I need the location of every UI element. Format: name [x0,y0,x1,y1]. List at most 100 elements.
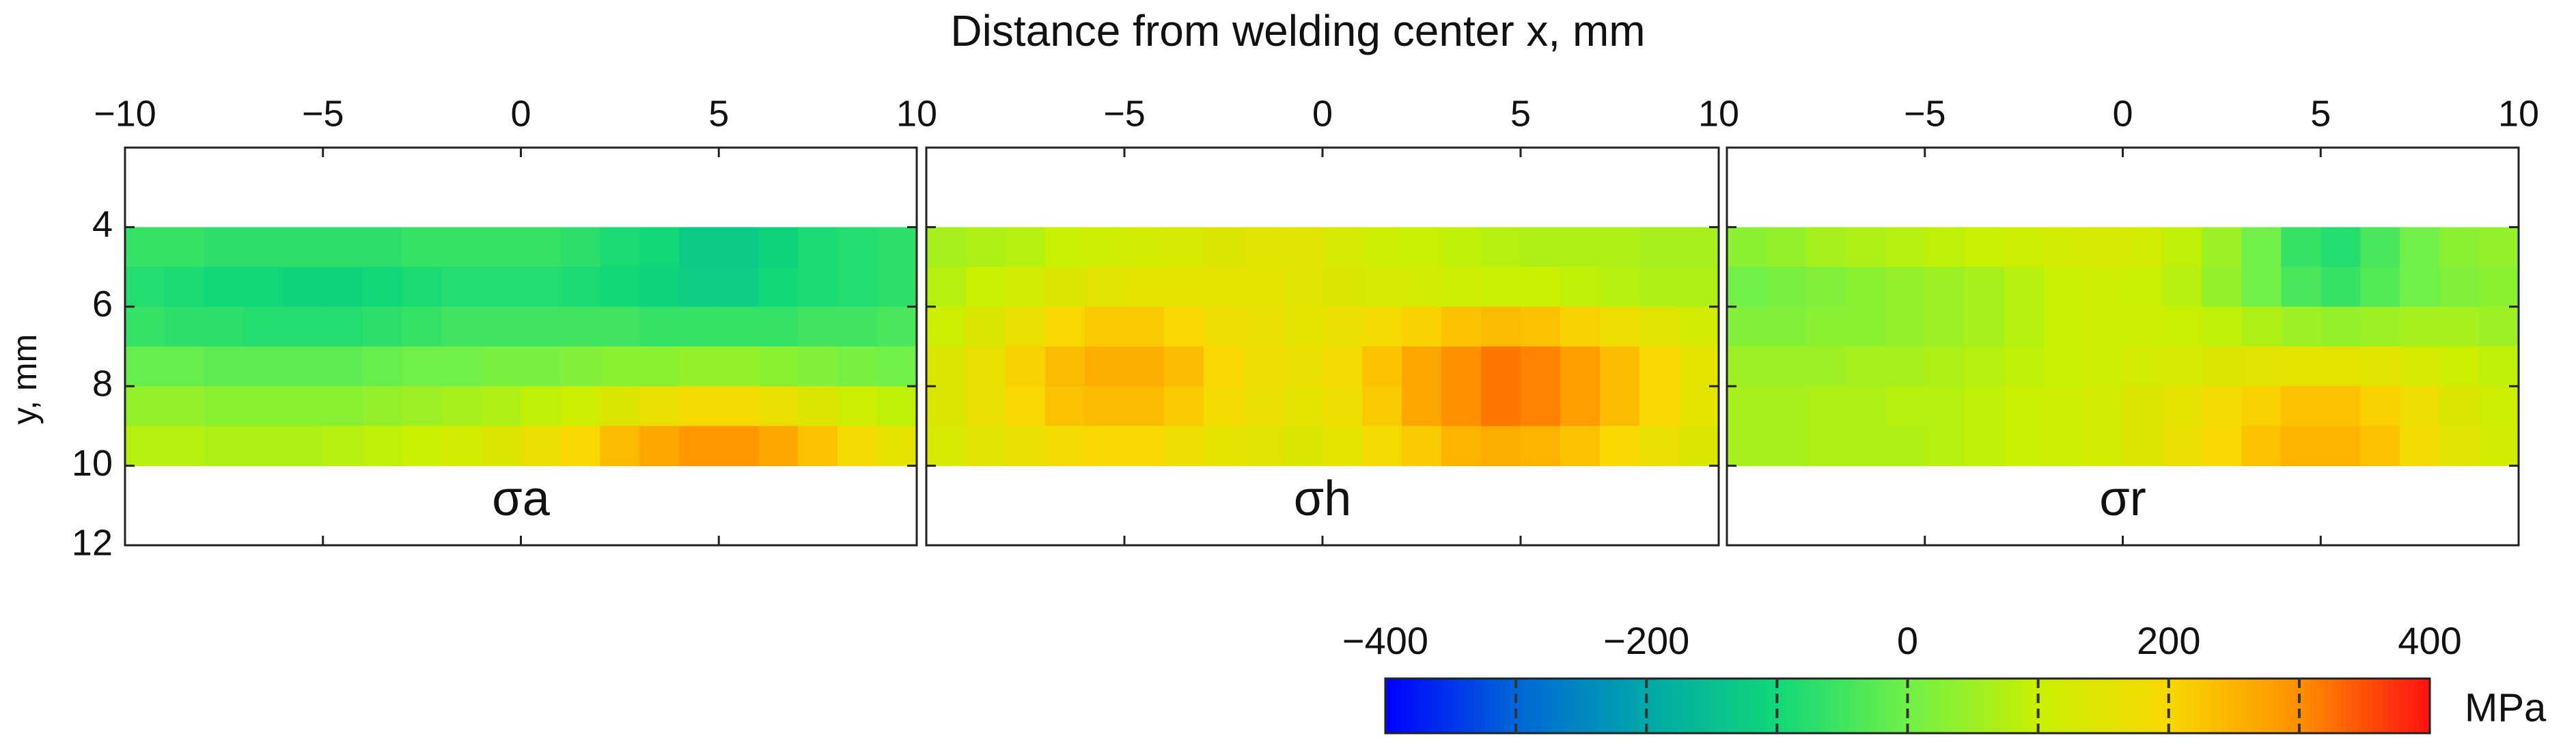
heatmap-cell [837,227,878,268]
heatmap-cell [2281,426,2321,467]
heatmap-cell [2360,227,2400,268]
heatmap-cell [1805,426,1846,467]
heatmap-cell [2004,426,2045,467]
colorbar-segment [1542,679,1548,733]
colorbar-segment [1547,679,1553,733]
heatmap-cell [1521,227,1561,268]
heatmap-cell [521,426,562,467]
heatmap-cell [2083,227,2124,268]
heatmap-cell [1679,346,1719,387]
colorbar-segment [2226,679,2232,733]
heatmap-cell [719,306,759,347]
heatmap-cell [1243,266,1284,307]
heatmap-cell [1560,426,1601,467]
colorbar-segment [2409,679,2415,733]
heatmap-cell [2479,346,2519,387]
colorbar-segment [2383,679,2389,733]
y-tick-label: 12 [72,522,113,563]
heatmap-cell [2400,227,2440,268]
heatmap-cell [283,266,324,307]
colorbar-segment [1657,679,1663,733]
colorbar-segment [1704,679,1710,733]
colorbar-segment [2116,679,2122,733]
colorbar-segment [2200,679,2206,733]
colorbar-segment [1495,679,1501,733]
heatmap-cell [2162,346,2202,387]
colorbar-segment [1385,679,1391,733]
colorbar-segment [2236,679,2243,733]
colorbar-segment [1458,679,1465,733]
heatmap-cell [2083,426,2124,467]
heatmap-cell [1322,266,1363,307]
heatmap-cell [2004,346,2045,387]
colorbar-segment [1484,679,1491,733]
colorbar-segment [2377,679,2383,733]
heatmap-cell [1805,227,1846,268]
heatmap-cell [719,346,759,387]
colorbar-segment [2403,679,2410,733]
heatmap-cell [1639,227,1680,268]
colorbar-segment [1928,679,1935,733]
heatmap-cell [1885,426,1926,467]
colorbar-segment [1453,679,1459,733]
panel-label: σr [2099,471,2146,526]
colorbar-segment [1390,679,1397,733]
heatmap-cell [1322,426,1363,467]
heatmap-cell [1679,227,1719,268]
colorbar-segment [2273,679,2280,733]
heatmap-cell [402,386,443,426]
colorbar-segment [1803,679,1810,733]
heatmap-cell [639,426,680,467]
colorbar-segment [2095,679,2102,733]
heatmap-cell [2122,386,2163,426]
colorbar-segment [1797,679,1804,733]
heatmap-cell [1243,426,1284,467]
heatmap-cell [2122,266,2163,307]
heatmap-cell [283,386,324,426]
colorbar-segment [2294,679,2300,733]
heatmap-cell [521,266,562,307]
heatmap-cell [926,346,967,387]
heatmap-cell [1727,426,1767,467]
heatmap-cell [2122,346,2163,387]
heatmap-cell [164,386,205,426]
colorbar-segment [2310,679,2316,733]
colorbar-segment [1599,679,1605,733]
x-tick-label: 5 [2310,93,2331,134]
heatmap-cell [2162,426,2202,467]
heatmap-cell [2479,426,2519,467]
heatmap-cell [1362,346,1402,387]
heatmap-cell [2281,346,2321,387]
heatmap-cell [1441,306,1482,347]
heatmap-cell [204,386,245,426]
heatmap-cell [1045,346,1085,387]
heatmap-cell [402,426,443,467]
heatmap-cell [2202,346,2242,387]
heatmap-cell [2043,386,2084,426]
colorbar-segment [1965,679,1971,733]
colorbar-segment [2356,679,2363,733]
heatmap-cell [926,266,967,307]
colorbar-segment [2085,679,2091,733]
colorbar-segment [1568,679,1575,733]
heatmap-cell [837,266,878,307]
heatmap-cell [1521,346,1561,387]
x-tick-label: −5 [302,93,344,134]
colorbar-segment [2330,679,2337,733]
colorbar-segment [2090,679,2096,733]
heatmap-cell [2479,306,2519,347]
colorbar-segment [1740,679,1747,733]
heatmap-cell [719,386,759,426]
colorbar-segment [2053,679,2060,733]
heatmap-cell [1085,227,1125,268]
colorbar-segment [2006,679,2013,733]
heatmap-cell [1085,386,1125,426]
colorbar-segment [1876,679,1883,733]
colorbar-segment [2241,679,2248,733]
heatmap-cell [125,306,165,347]
heatmap-cell [1521,266,1561,307]
heatmap-cell [441,266,482,307]
heatmap-cell [1362,266,1402,307]
colorbar-segment [1589,679,1595,733]
heatmap-cell [1845,386,1886,426]
